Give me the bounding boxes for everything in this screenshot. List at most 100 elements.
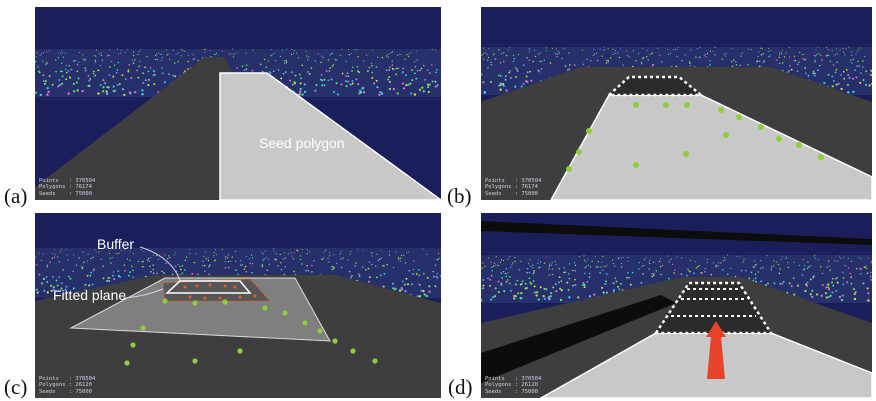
cloud-point <box>820 54 822 56</box>
cloud-point <box>589 272 591 275</box>
cloud-point <box>549 62 552 64</box>
cloud-point <box>592 54 594 57</box>
cloud-point <box>321 84 324 87</box>
cloud-point <box>515 75 518 78</box>
cloud-point <box>350 53 352 55</box>
cloud-point <box>333 266 335 268</box>
cloud-point <box>589 266 592 268</box>
cloud-point <box>401 280 404 283</box>
cloud-point <box>699 56 702 59</box>
cloud-point <box>752 266 754 268</box>
cloud-point <box>835 68 838 71</box>
cloud-point <box>628 276 630 279</box>
cloud-point <box>796 284 799 287</box>
cloud-point <box>227 261 230 263</box>
cloud-point <box>491 295 495 299</box>
cloud-point <box>327 59 329 61</box>
cloud-point <box>856 50 858 52</box>
cloud-point <box>494 287 497 290</box>
cloud-point <box>406 283 410 286</box>
cloud-point <box>169 58 171 61</box>
cloud-point <box>500 259 503 261</box>
cloud-point <box>149 67 152 69</box>
cloud-point <box>493 294 497 298</box>
cloud-point <box>224 260 226 263</box>
cloud-point <box>762 53 764 55</box>
cloud-point <box>762 61 765 63</box>
cloud-point <box>562 48 564 50</box>
cloud-point <box>770 268 773 271</box>
panel-label-b: (b) <box>447 184 472 208</box>
cloud-point <box>228 53 230 55</box>
cloud-point <box>839 49 841 51</box>
cloud-point <box>816 293 819 296</box>
cloud-point <box>361 87 364 90</box>
cloud-point <box>866 267 868 270</box>
cloud-point <box>60 248 62 250</box>
cloud-point <box>606 264 608 267</box>
cloud-point <box>492 50 494 52</box>
cloud-point <box>185 256 188 258</box>
cloud-point <box>401 254 403 256</box>
cloud-point <box>516 70 519 73</box>
cloud-point <box>529 51 531 53</box>
cloud-point <box>526 71 529 74</box>
cloud-point <box>101 59 104 61</box>
cloud-point <box>347 80 350 83</box>
cloud-point <box>828 288 831 291</box>
cloud-point <box>72 270 75 273</box>
cloud-point <box>840 87 843 91</box>
cloud-point <box>87 84 90 88</box>
cloud-point <box>836 277 838 279</box>
cloud-point <box>150 256 152 259</box>
cloud-point <box>731 65 734 68</box>
cloud-point <box>638 268 640 270</box>
cloud-point <box>82 54 84 56</box>
cloud-point <box>568 277 571 280</box>
cloud-point <box>614 265 616 267</box>
cloud-point <box>524 282 527 285</box>
cloud-point <box>612 53 614 55</box>
cloud-point <box>557 50 559 52</box>
cloud-point <box>661 264 664 267</box>
cloud-point <box>788 56 791 58</box>
cloud-point <box>622 64 624 66</box>
seed-polygon-outline <box>165 280 252 294</box>
cloud-point <box>315 83 318 86</box>
cloud-point <box>251 254 253 256</box>
cloud-point <box>831 75 834 78</box>
cloud-point <box>357 273 360 276</box>
cloud-point <box>391 67 394 70</box>
cloud-point <box>607 48 609 50</box>
cloud-point <box>626 50 628 52</box>
cloud-point <box>216 52 218 54</box>
cloud-point <box>142 250 144 252</box>
cloud-point <box>264 250 266 252</box>
cloud-point <box>839 257 841 259</box>
cloud-point <box>133 55 135 57</box>
cloud-point <box>308 251 310 253</box>
cloud-point <box>86 260 89 262</box>
cloud-point <box>87 253 89 256</box>
cloud-point <box>355 262 357 264</box>
cloud-point <box>221 50 224 52</box>
cloud-point <box>132 276 135 279</box>
cloud-point <box>161 270 163 273</box>
cloud-point <box>52 288 55 291</box>
cloud-point <box>275 259 278 261</box>
cloud-point <box>35 60 37 63</box>
cloud-point <box>77 77 80 80</box>
cloud-point <box>407 83 410 86</box>
cloud-point <box>489 81 493 84</box>
cloud-point <box>371 49 374 51</box>
cloud-point <box>854 69 856 72</box>
cloud-point <box>224 258 227 260</box>
cloud-point <box>177 61 179 63</box>
cloud-point <box>425 294 429 298</box>
cloud-point <box>422 90 425 93</box>
cloud-point <box>144 79 147 82</box>
cloud-point <box>647 59 649 61</box>
cloud-point <box>396 92 399 95</box>
cloud-point <box>35 264 38 266</box>
cloud-point <box>61 62 63 64</box>
